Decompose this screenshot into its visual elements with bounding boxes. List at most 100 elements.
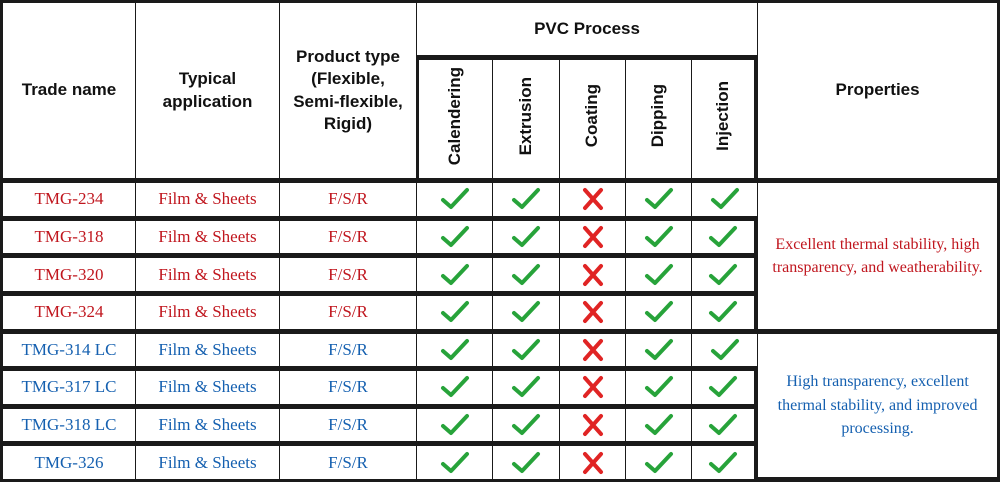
cell-process-coating xyxy=(559,408,625,447)
check-icon xyxy=(644,451,673,473)
cell-process-dipping xyxy=(625,371,691,409)
cross-icon xyxy=(582,376,603,399)
cell-process-extrusion xyxy=(492,295,559,334)
check-icon xyxy=(709,414,738,436)
cell-product-type: F/S/R xyxy=(279,183,416,221)
check-icon xyxy=(644,301,673,323)
cell-process-dipping xyxy=(625,258,691,296)
cell-product-type: F/S/R xyxy=(279,333,416,372)
cell-process-extrusion xyxy=(492,371,559,409)
cross-icon xyxy=(582,188,603,211)
table-body: TMG-234 Film & Sheets F/S/R Excellent therm… xyxy=(0,183,1000,482)
cross-icon xyxy=(582,414,603,437)
cell-process-extrusion xyxy=(492,258,559,296)
table-row: TMG-324 Film & Sheets F/S/R xyxy=(0,295,1000,334)
header-process-calendering: Calendering xyxy=(416,60,492,183)
cell-application: Film & Sheets xyxy=(135,371,279,409)
header-process-extrusion: Extrusion xyxy=(492,60,559,183)
check-icon xyxy=(644,376,673,398)
cross-icon xyxy=(582,338,603,361)
cell-process-coating xyxy=(559,220,625,259)
table-row: TMG-314 LC Film & Sheets F/S/R High transpa… xyxy=(0,333,1000,482)
cell-process-extrusion xyxy=(492,333,559,372)
cell-product-type: F/S/R xyxy=(279,220,416,259)
cell-process-coating xyxy=(559,258,625,296)
check-icon xyxy=(644,338,673,360)
check-icon xyxy=(440,414,469,436)
header-process-injection: Injection xyxy=(691,60,758,183)
check-icon xyxy=(709,263,738,285)
cell-product-type: F/S/R xyxy=(279,258,416,296)
cell-properties: Excellent thermal stability, high transp… xyxy=(757,183,1000,334)
cell-process-coating xyxy=(559,333,625,372)
check-icon xyxy=(512,376,540,398)
cell-product-type: F/S/R xyxy=(279,371,416,409)
cell-trade-name: TMG-326 xyxy=(0,446,135,482)
check-icon xyxy=(512,188,540,210)
check-icon xyxy=(512,263,540,285)
check-icon xyxy=(440,188,469,210)
process-label: Calendering xyxy=(445,66,465,166)
table-row: TMG-317 LC Film & Sheets F/S/R xyxy=(0,371,1000,409)
cell-process-extrusion xyxy=(492,183,559,221)
cell-trade-name: TMG-314 LC xyxy=(0,333,135,372)
cell-process-calendering xyxy=(416,333,492,372)
cell-application: Film & Sheets xyxy=(135,446,279,482)
table-row: TMG-326 Film & Sheets F/S/R xyxy=(0,446,1000,482)
cell-application: Film & Sheets xyxy=(135,295,279,334)
header-typical-application: Typical application xyxy=(135,0,279,183)
table-row: TMG-318 Film & Sheets F/S/R xyxy=(0,220,1000,259)
cell-process-injection xyxy=(691,220,758,259)
check-icon xyxy=(512,451,540,473)
cell-process-dipping xyxy=(625,333,691,372)
cell-application: Film & Sheets xyxy=(135,220,279,259)
check-icon xyxy=(512,414,540,436)
cell-process-extrusion xyxy=(492,220,559,259)
check-icon xyxy=(512,338,540,360)
header-product-type: Product type (Flexible, Semi-flexible, R… xyxy=(279,0,416,183)
header-trade-name: Trade name xyxy=(0,0,135,183)
cell-process-extrusion xyxy=(492,408,559,447)
cell-process-injection xyxy=(691,371,758,409)
cross-icon xyxy=(582,301,603,324)
cell-process-dipping xyxy=(625,446,691,482)
check-icon xyxy=(709,301,738,323)
cell-product-type: F/S/R xyxy=(279,408,416,447)
process-label: Dipping xyxy=(648,84,668,148)
cell-application: Film & Sheets xyxy=(135,408,279,447)
cell-process-calendering xyxy=(416,258,492,296)
cell-process-injection xyxy=(691,446,758,482)
table-header: Trade name Typical application Product t… xyxy=(0,0,1000,183)
cell-process-coating xyxy=(559,295,625,334)
process-label: Injection xyxy=(712,81,732,151)
process-label: Coating xyxy=(582,84,602,148)
cell-process-injection xyxy=(691,258,758,296)
check-icon xyxy=(512,301,540,323)
cell-process-extrusion xyxy=(492,446,559,482)
check-icon xyxy=(440,451,469,473)
check-icon xyxy=(709,225,738,247)
cell-trade-name: TMG-234 xyxy=(0,183,135,221)
check-icon xyxy=(644,225,673,247)
cell-trade-name: TMG-320 xyxy=(0,258,135,296)
cell-process-coating xyxy=(559,183,625,221)
cross-icon xyxy=(582,451,603,474)
cell-process-dipping xyxy=(625,295,691,334)
header-pvc-process: PVC Process xyxy=(416,0,758,60)
cell-process-injection xyxy=(691,333,758,372)
cross-icon xyxy=(582,263,603,286)
cell-process-injection xyxy=(691,295,758,334)
cell-process-injection xyxy=(691,183,758,221)
cell-process-calendering xyxy=(416,183,492,221)
cell-process-dipping xyxy=(625,408,691,447)
check-icon xyxy=(644,263,673,285)
cell-process-coating xyxy=(559,371,625,409)
check-icon xyxy=(440,301,469,323)
cell-product-type: F/S/R xyxy=(279,295,416,334)
cross-icon xyxy=(582,225,603,248)
cell-process-calendering xyxy=(416,408,492,447)
cell-trade-name: TMG-317 LC xyxy=(0,371,135,409)
cell-properties: High transparency, excellent thermal sta… xyxy=(757,333,1000,482)
cell-application: Film & Sheets xyxy=(135,333,279,372)
